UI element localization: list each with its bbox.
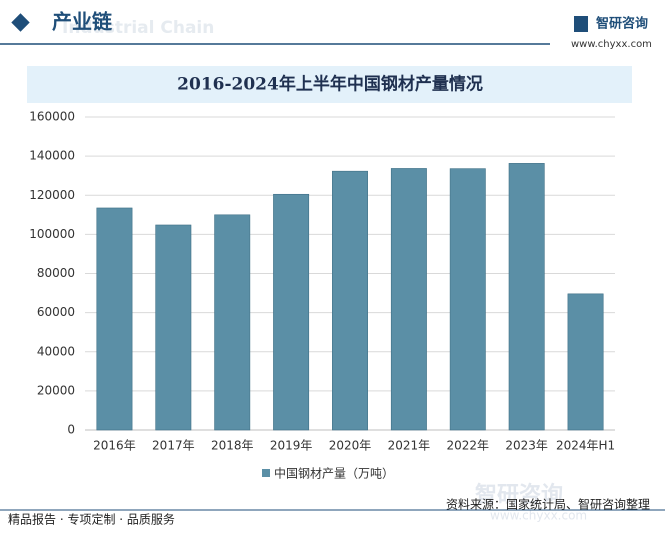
x-tick-label: 2024年H1: [556, 439, 615, 453]
header-icon: [11, 13, 30, 32]
x-tick-label: 2017年: [152, 439, 195, 453]
x-tick-label: 2018年: [211, 439, 254, 453]
plot: 0 20000 40000 60000 80000 100000 120000 140000 1…: [29, 110, 615, 481]
bar: [155, 224, 192, 431]
footer-source: 资料来源：国家统计局、智研咨询整理: [446, 497, 650, 512]
y-tick-label: 60000: [37, 305, 75, 319]
x-tick-label: 2016年: [93, 439, 136, 453]
bar: [390, 168, 427, 431]
footer-left: 精品报告 · 专项定制 · 品质服务: [8, 512, 175, 527]
brand-logo: [574, 16, 588, 32]
brand-name: 智研咨询: [596, 16, 648, 32]
brand-url: www.chyxx.com: [571, 39, 652, 50]
bar: [567, 293, 604, 431]
x-tick-label: 2020年: [329, 439, 372, 453]
watermark: 智研咨询: [475, 482, 563, 508]
legend-swatch: [262, 469, 270, 477]
bar: [96, 207, 133, 431]
x-tick-label: 2022年: [447, 439, 490, 453]
y-tick-label: 80000: [37, 266, 75, 280]
watermark-url: www.chyxx.com: [490, 509, 587, 523]
x-tick-label: 2021年: [388, 439, 431, 453]
header-title: 产业链: [52, 10, 113, 34]
y-tick-label: 120000: [29, 188, 75, 202]
y-tick-label: 0: [67, 423, 75, 437]
legend-label: 中国钢材产量（万吨）: [274, 466, 394, 481]
chart-title: 2016-2024年上半年中国钢材产量情况: [177, 74, 483, 95]
y-tick-label: 100000: [29, 227, 75, 241]
y-tick-label: 20000: [37, 383, 75, 397]
header-subtitle: Industrial Chain: [62, 18, 214, 38]
bar: [273, 193, 310, 431]
y-tick-label: 140000: [29, 149, 75, 163]
y-tick-label: 160000: [29, 110, 75, 124]
bar: [508, 163, 545, 431]
bar: [214, 214, 251, 431]
bar: [332, 170, 368, 431]
x-tick-label: 2023年: [505, 439, 548, 453]
x-tick-label: 2019年: [270, 439, 313, 453]
title-band: [27, 66, 632, 103]
y-tick-label: 40000: [37, 344, 75, 358]
bar: [449, 168, 486, 431]
